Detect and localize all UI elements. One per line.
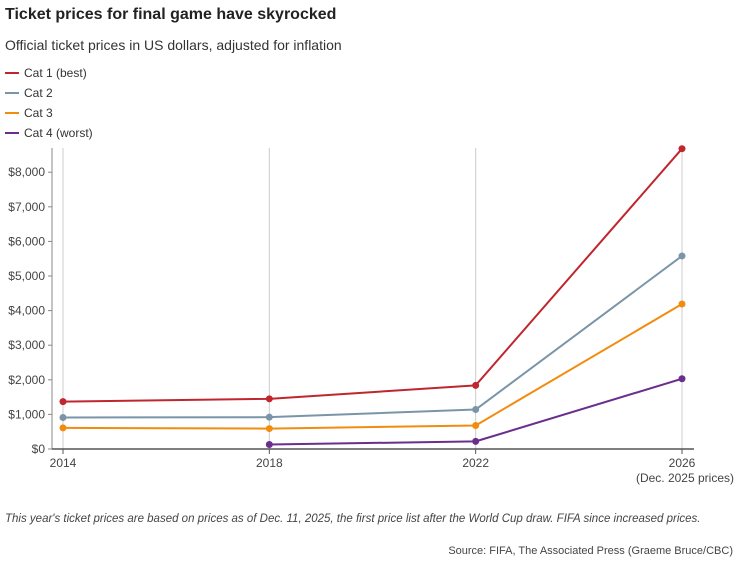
legend-label-cat2: Cat 2 bbox=[24, 86, 53, 100]
y-tick-label-7000: $7,000 bbox=[8, 200, 45, 214]
y-tick-label-6000: $6,000 bbox=[8, 234, 45, 248]
y-tick-label-2000: $2,000 bbox=[8, 373, 45, 387]
y-tick-label-1000: $1,000 bbox=[8, 407, 45, 421]
y-tick-label-8000: $8,000 bbox=[8, 165, 45, 179]
x-tick-label-2026: 2026 bbox=[669, 456, 696, 470]
legend-item-cat2: Cat 2 bbox=[5, 83, 93, 103]
legend-label-cat1: Cat 1 (best) bbox=[24, 66, 87, 80]
y-tick-label-3000: $3,000 bbox=[8, 338, 45, 352]
data-point-1-2026 bbox=[678, 145, 686, 153]
data-point-3-2026 bbox=[678, 300, 686, 308]
x-tick-note: (Dec. 2025 prices) bbox=[636, 471, 734, 485]
y-tick-label-5000: $5,000 bbox=[8, 269, 45, 283]
y-tick-label-4000: $4,000 bbox=[8, 304, 45, 318]
legend-swatch-cat3 bbox=[5, 112, 19, 114]
chart-source: Source: FIFA, The Associated Press (Grae… bbox=[448, 545, 733, 557]
data-point-2-2026 bbox=[678, 252, 686, 260]
data-point-1-2014 bbox=[59, 398, 67, 406]
data-point-2-2022 bbox=[472, 406, 480, 414]
data-point-4-2018 bbox=[265, 441, 273, 449]
data-point-4-2022 bbox=[472, 437, 480, 445]
x-tick-label-2022: 2022 bbox=[462, 456, 489, 470]
y-tick-label-0: $0 bbox=[32, 442, 46, 456]
data-point-3-2022 bbox=[472, 421, 480, 429]
legend-label-cat3: Cat 3 bbox=[24, 106, 53, 120]
data-point-4-2026 bbox=[678, 375, 686, 383]
data-point-1-2022 bbox=[472, 381, 480, 389]
legend-swatch-cat2 bbox=[5, 92, 19, 94]
chart-title: Ticket prices for final game have skyroc… bbox=[5, 6, 337, 23]
data-point-2-2018 bbox=[265, 413, 273, 421]
series-line-3 bbox=[62, 303, 683, 430]
legend-swatch-cat4 bbox=[5, 132, 19, 134]
x-tick-label-2018: 2018 bbox=[256, 456, 283, 470]
chart-subtitle: Official ticket prices in US dollars, ad… bbox=[5, 37, 342, 53]
data-point-3-2018 bbox=[265, 425, 273, 433]
line-chart: $0 $1,000 $2,000 $3,000 $4,000 $5,000 $6,000 $7… bbox=[8, 145, 734, 485]
data-point-1-2018 bbox=[265, 395, 273, 403]
series-line-2 bbox=[62, 255, 683, 419]
x-tick-label-2014: 2014 bbox=[50, 456, 77, 470]
legend-swatch-cat1 bbox=[5, 72, 19, 74]
legend-item-cat1: Cat 1 (best) bbox=[5, 63, 93, 83]
legend-label-cat4: Cat 4 (worst) bbox=[24, 126, 93, 140]
series-line-1 bbox=[62, 148, 683, 403]
chart-note: This year's ticket prices are based on p… bbox=[5, 513, 701, 525]
legend-item-cat4: Cat 4 (worst) bbox=[5, 123, 93, 143]
data-point-3-2014 bbox=[59, 424, 67, 432]
data-point-2-2014 bbox=[59, 414, 67, 422]
legend-item-cat3: Cat 3 bbox=[5, 103, 93, 123]
legend: Cat 1 (best) Cat 2 Cat 3 Cat 4 (worst) bbox=[5, 63, 93, 143]
